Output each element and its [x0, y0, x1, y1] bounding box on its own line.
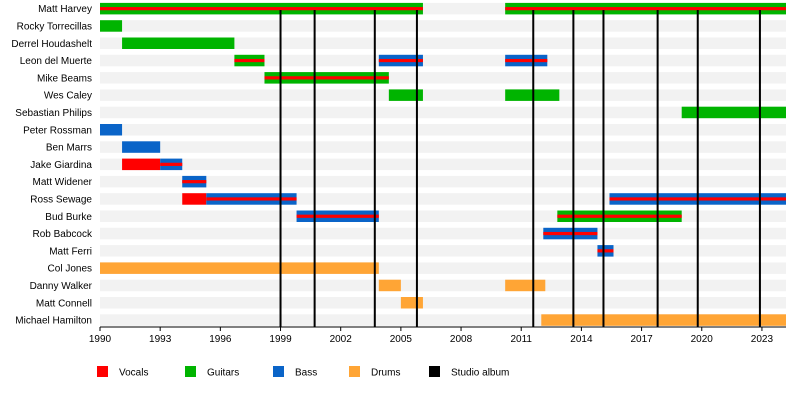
legend-swatch — [429, 366, 440, 377]
member-label: Michael Hamilton — [15, 316, 92, 327]
studio-album-lines — [279, 10, 761, 327]
x-tick-label: 2008 — [450, 334, 473, 345]
legend-swatch — [349, 366, 360, 377]
member-bar — [378, 279, 401, 292]
row-band — [100, 297, 786, 309]
member-bar-accent — [160, 162, 183, 166]
member-bar — [100, 124, 123, 136]
member-bar — [122, 141, 161, 153]
member-bar-accent — [182, 180, 207, 184]
x-tick-label: 2017 — [630, 334, 653, 345]
member-bar-accent — [597, 249, 614, 253]
member-label: Matt Widener — [33, 177, 93, 188]
row-band — [100, 37, 786, 49]
x-tick-label: 2023 — [751, 334, 774, 345]
member-bar — [541, 314, 786, 326]
member-bar — [505, 279, 546, 292]
member-bar — [122, 37, 235, 49]
row-band — [100, 124, 786, 136]
member-bar-accent — [100, 7, 423, 11]
row-band — [100, 314, 786, 326]
x-tick-label: 1999 — [269, 334, 292, 345]
member-label: Bud Burke — [45, 212, 92, 223]
member-labels: Matt Harvey Rocky Torrecillas Derrel Houda… — [11, 4, 93, 326]
x-tick-label: 2020 — [691, 334, 714, 345]
member-label: Rob Babcock — [33, 229, 93, 240]
member-bar — [100, 262, 379, 274]
member-bar-accent — [557, 214, 682, 218]
x-tick-label: 2002 — [330, 334, 353, 345]
member-bar — [122, 158, 161, 171]
row-band — [100, 175, 786, 188]
row-band — [100, 89, 786, 101]
row-band — [100, 158, 786, 171]
member-label: Jake Giardina — [30, 160, 92, 171]
x-tick-label: 2005 — [390, 334, 413, 345]
legend-swatch — [185, 366, 196, 377]
member-bar-accent — [378, 58, 423, 63]
member-bar — [681, 106, 786, 119]
row-band — [100, 193, 786, 205]
member-label: Matt Connell — [36, 298, 92, 309]
member-bars — [100, 2, 786, 326]
x-tick-label: 1990 — [89, 334, 112, 345]
x-tick-label: 2014 — [570, 334, 593, 345]
member-label: Ross Sewage — [30, 194, 92, 205]
legend-label: Bass — [295, 368, 317, 379]
member-label: Rocky Torrecillas — [17, 21, 92, 32]
row-band — [100, 54, 786, 67]
row-band — [100, 141, 786, 153]
member-label: Ben Marrs — [46, 143, 92, 154]
row-band — [100, 20, 786, 32]
row-band — [100, 210, 786, 222]
legend-label: Drums — [371, 368, 400, 379]
member-label: Danny Walker — [30, 281, 93, 292]
row-band — [100, 227, 786, 240]
member-bar — [100, 20, 123, 32]
member-bar — [505, 89, 560, 101]
row-band — [100, 72, 786, 84]
row-band — [100, 262, 786, 274]
legend-swatch — [273, 366, 284, 377]
legend-label: Studio album — [451, 368, 509, 379]
x-tick-label: 1996 — [209, 334, 232, 345]
member-label: Mike Beams — [37, 73, 92, 84]
legend-swatch — [97, 366, 108, 377]
member-bar-accent — [206, 197, 297, 201]
member-bar-accent — [234, 58, 265, 63]
x-tick-label: 1993 — [149, 334, 172, 345]
member-label: Leon del Muerte — [20, 56, 93, 67]
member-bar-accent — [296, 214, 379, 218]
member-label: Wes Caley — [44, 91, 92, 102]
legend-label: Vocals — [119, 368, 148, 379]
member-label: Sebastian Philips — [15, 108, 92, 119]
row-band — [100, 245, 786, 257]
member-label: Col Jones — [48, 264, 92, 275]
member-bar-accent — [505, 58, 548, 63]
legend-label: Guitars — [207, 368, 239, 379]
row-band — [100, 106, 786, 119]
x-axis: 1990 1993 1996 1999 2002 2005 2008 2011 2014 2017… — [89, 326, 786, 345]
member-bar-accent — [543, 231, 598, 236]
member-label: Matt Harvey — [38, 4, 92, 15]
member-label: Peter Rossman — [23, 125, 92, 136]
row-bands — [100, 2, 786, 326]
x-tick-label: 2011 — [510, 334, 532, 345]
member-bar — [400, 297, 423, 309]
member-bar — [388, 89, 423, 101]
row-band — [100, 279, 786, 292]
member-label: Derrel Houdashelt — [11, 39, 92, 50]
member-bar — [182, 193, 207, 205]
member-bar-accent — [264, 76, 389, 80]
member-label: Matt Ferri — [49, 246, 92, 257]
row-band — [100, 2, 786, 15]
member-bar-accent — [505, 7, 786, 11]
legend: Vocals Guitars Bass Drums Studio album — [97, 366, 509, 379]
